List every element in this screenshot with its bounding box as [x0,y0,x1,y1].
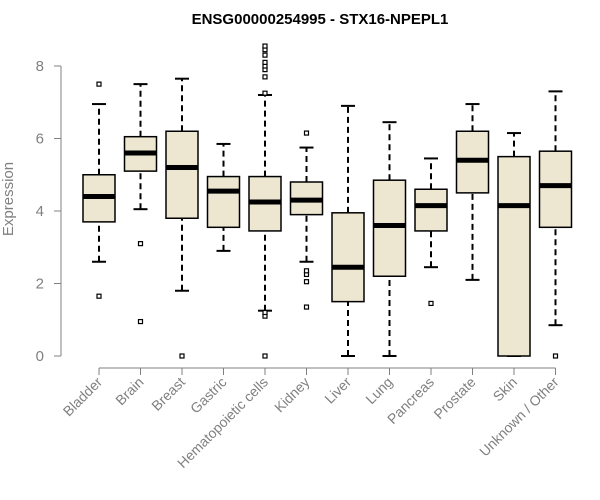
y-tick-label: 2 [36,276,44,293]
outlier-point [552,353,559,359]
outlier-point [262,43,268,49]
box-liver [331,104,365,357]
iqr-box [538,150,573,229]
x-tick-label: Brain [112,374,146,408]
box-breast [165,77,199,359]
y-axis: 0 2 4 6 8 [36,58,62,365]
outlier-point [262,74,268,80]
outlier-point [96,81,102,87]
x-tick-label: Unknown / Other [476,374,562,460]
outlier-point [303,130,310,136]
outlier-point [96,293,102,299]
box-skin [497,132,531,357]
outlier-point [262,59,268,65]
iqr-box [414,188,448,232]
outlier-point [262,309,268,316]
box-bladder [82,81,116,299]
x-tick-label: Skin [490,374,521,405]
outlier-point [179,353,185,359]
iqr-box [165,130,199,219]
x-tick-label: Lung [362,374,395,407]
outlier-point [262,353,268,359]
boxes-group [82,43,573,359]
iqr-box [497,155,531,357]
outlier-point [137,318,144,325]
iqr-box [206,175,241,229]
y-tick-label: 4 [36,203,44,220]
outlier-point [303,279,310,285]
y-tick-label: 6 [36,131,44,148]
x-tick-label: Bladder [60,374,106,420]
iqr-box [331,212,365,303]
outlier-point [137,241,144,247]
outlier-point [262,90,268,96]
x-tick-label: Breast [148,374,188,414]
outlier-point [303,268,310,274]
x-tick-label: Liver [321,374,354,407]
outlier-point [262,52,268,58]
y-axis-label: Expression [0,162,17,236]
box-pancreas [414,157,448,307]
box-prostate [455,103,490,281]
outlier-point [428,300,434,307]
iqr-box [372,179,407,277]
outlier-point [303,304,310,310]
box-kidney [289,130,324,310]
x-tick-label: Prostate [430,374,478,422]
y-tick-label: 8 [36,58,44,75]
box-gastric [206,142,241,252]
box-hematopoietic-cells [248,43,282,359]
chart-title: ENSG00000254995 - STX16-NPEPL1 [192,11,449,28]
box-lung [372,121,407,357]
box-unknown-other [538,90,573,359]
box-brain [123,83,158,325]
x-tick-label: Kidney [271,374,313,416]
y-tick-label: 0 [36,348,44,365]
